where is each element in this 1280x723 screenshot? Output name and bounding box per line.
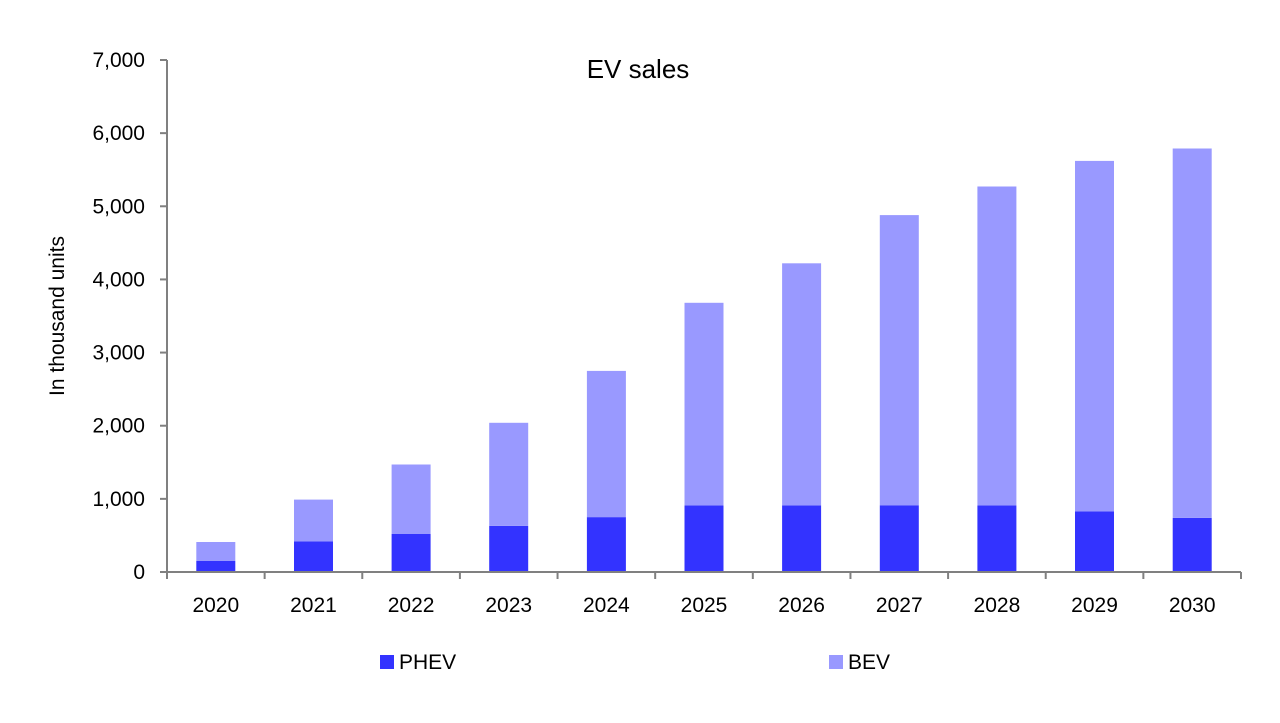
y-tick-label: 6,000 — [92, 122, 145, 145]
bar-bev-2024 — [586, 370, 626, 518]
bar-bev-2023 — [489, 422, 529, 526]
x-tick-label: 2022 — [388, 594, 435, 617]
bar-bev-2020 — [196, 542, 236, 561]
bar-bev-2029 — [1075, 160, 1114, 512]
bar-phev-2030 — [1172, 517, 1212, 572]
bar-phev-2022 — [391, 534, 431, 572]
bar-phev-2027 — [879, 505, 919, 572]
bar-bev-2022 — [391, 464, 431, 534]
legend-label-phev: PHEV — [399, 651, 456, 674]
y-tick-label: 3,000 — [92, 342, 145, 365]
x-tick-label: 2027 — [876, 594, 923, 617]
y-tick-label: 1,000 — [92, 488, 145, 511]
y-axis-label: In thousand units — [46, 236, 69, 396]
y-tick-label: 2,000 — [92, 415, 145, 438]
x-tick-label: 2025 — [681, 594, 728, 617]
x-tick-label: 2026 — [778, 594, 825, 617]
bar-bev-2026 — [782, 263, 822, 506]
bar-bev-2021 — [294, 499, 333, 542]
bar-phev-2020 — [196, 561, 236, 572]
bar-phev-2021 — [294, 541, 333, 572]
bar-bev-2030 — [1172, 148, 1212, 518]
bar-phev-2025 — [684, 505, 724, 572]
bar-phev-2026 — [782, 505, 822, 572]
y-tick-label: 4,000 — [92, 268, 145, 291]
bar-bev-2025 — [684, 302, 724, 506]
legend-swatch-phev — [380, 655, 394, 669]
x-tick-label: 2024 — [583, 594, 630, 617]
x-tick-label: 2020 — [192, 594, 239, 617]
legend-label-bev: BEV — [848, 651, 890, 674]
bar-bev-2027 — [879, 215, 919, 506]
bar-phev-2029 — [1075, 511, 1114, 572]
x-tick-label: 2028 — [974, 594, 1021, 617]
bar-phev-2028 — [977, 505, 1017, 572]
bar-phev-2024 — [586, 517, 626, 572]
chart-title: EV sales — [587, 54, 690, 84]
x-tick-label: 2023 — [485, 594, 532, 617]
bar-bev-2028 — [977, 186, 1017, 506]
bar-phev-2023 — [489, 525, 529, 572]
x-tick-label: 2030 — [1169, 594, 1216, 617]
x-tick-label: 2021 — [290, 594, 337, 617]
y-tick-label: 5,000 — [92, 195, 145, 218]
y-tick-label: 7,000 — [92, 49, 145, 72]
legend-swatch-bev — [829, 655, 843, 669]
x-tick-label: 2029 — [1071, 594, 1118, 617]
y-tick-label: 0 — [133, 561, 145, 584]
